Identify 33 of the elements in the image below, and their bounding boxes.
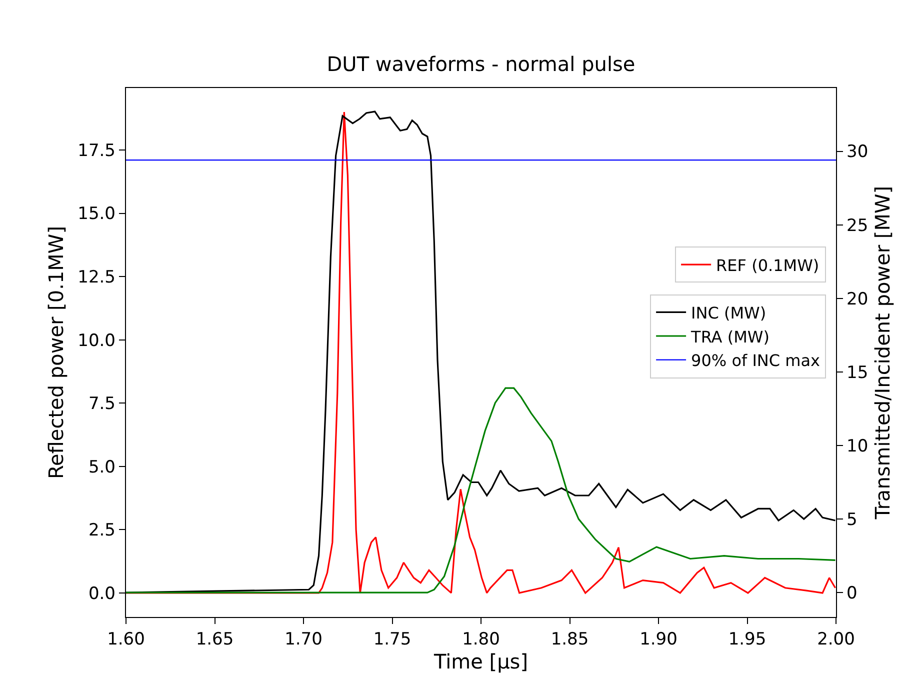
y-tick-label: 17.5 bbox=[78, 140, 116, 161]
y2-tick-label: 0 bbox=[846, 584, 858, 604]
legend-label: TRA (MW) bbox=[690, 327, 770, 346]
y2-tick-label: 30 bbox=[846, 142, 868, 162]
x-tick-label: 1.85 bbox=[550, 630, 589, 650]
x-tick-label: 1.75 bbox=[373, 630, 412, 650]
y-tick-label: 5.0 bbox=[88, 457, 116, 478]
legend-label: INC (MW) bbox=[691, 303, 766, 322]
y2-tick-label: 20 bbox=[846, 289, 868, 310]
legend-label: 90% of INC max bbox=[691, 351, 820, 370]
y2-tick-label: 15 bbox=[846, 362, 868, 383]
x-axis-title: Time [μs] bbox=[432, 650, 528, 674]
y-tick-label: 7.5 bbox=[88, 394, 116, 414]
y2-tick-label: 5 bbox=[846, 510, 858, 530]
y-axis-title: Reflected power [0.1MW] bbox=[44, 226, 68, 480]
legend-label: REF (0.1MW) bbox=[716, 256, 820, 275]
y-tick-label: 0.0 bbox=[88, 584, 116, 604]
x-tick-label: 1.90 bbox=[640, 630, 678, 650]
x-tick-label: 1.70 bbox=[284, 630, 322, 650]
y2-axis-title: Transmitted/Incident power [MW] bbox=[870, 186, 895, 520]
line-series bbox=[126, 387, 836, 594]
x-tick-label: 1.95 bbox=[728, 630, 766, 650]
x-tick-label: 1.65 bbox=[196, 630, 234, 650]
y-tick-label: 15.0 bbox=[78, 204, 116, 224]
x-tick-label: 2.00 bbox=[817, 630, 855, 650]
y2-tick-label: 25 bbox=[846, 216, 868, 236]
y-tick-label: 10.0 bbox=[78, 330, 116, 351]
y2-tick-label: 10 bbox=[846, 436, 868, 456]
y-tick-label: 12.5 bbox=[78, 268, 116, 288]
chart-title: DUT waveforms - normal pulse bbox=[326, 52, 636, 76]
y-tick-label: 2.5 bbox=[88, 520, 116, 541]
x-tick-label: 1.60 bbox=[107, 630, 145, 650]
x-tick-label: 1.80 bbox=[462, 630, 500, 650]
